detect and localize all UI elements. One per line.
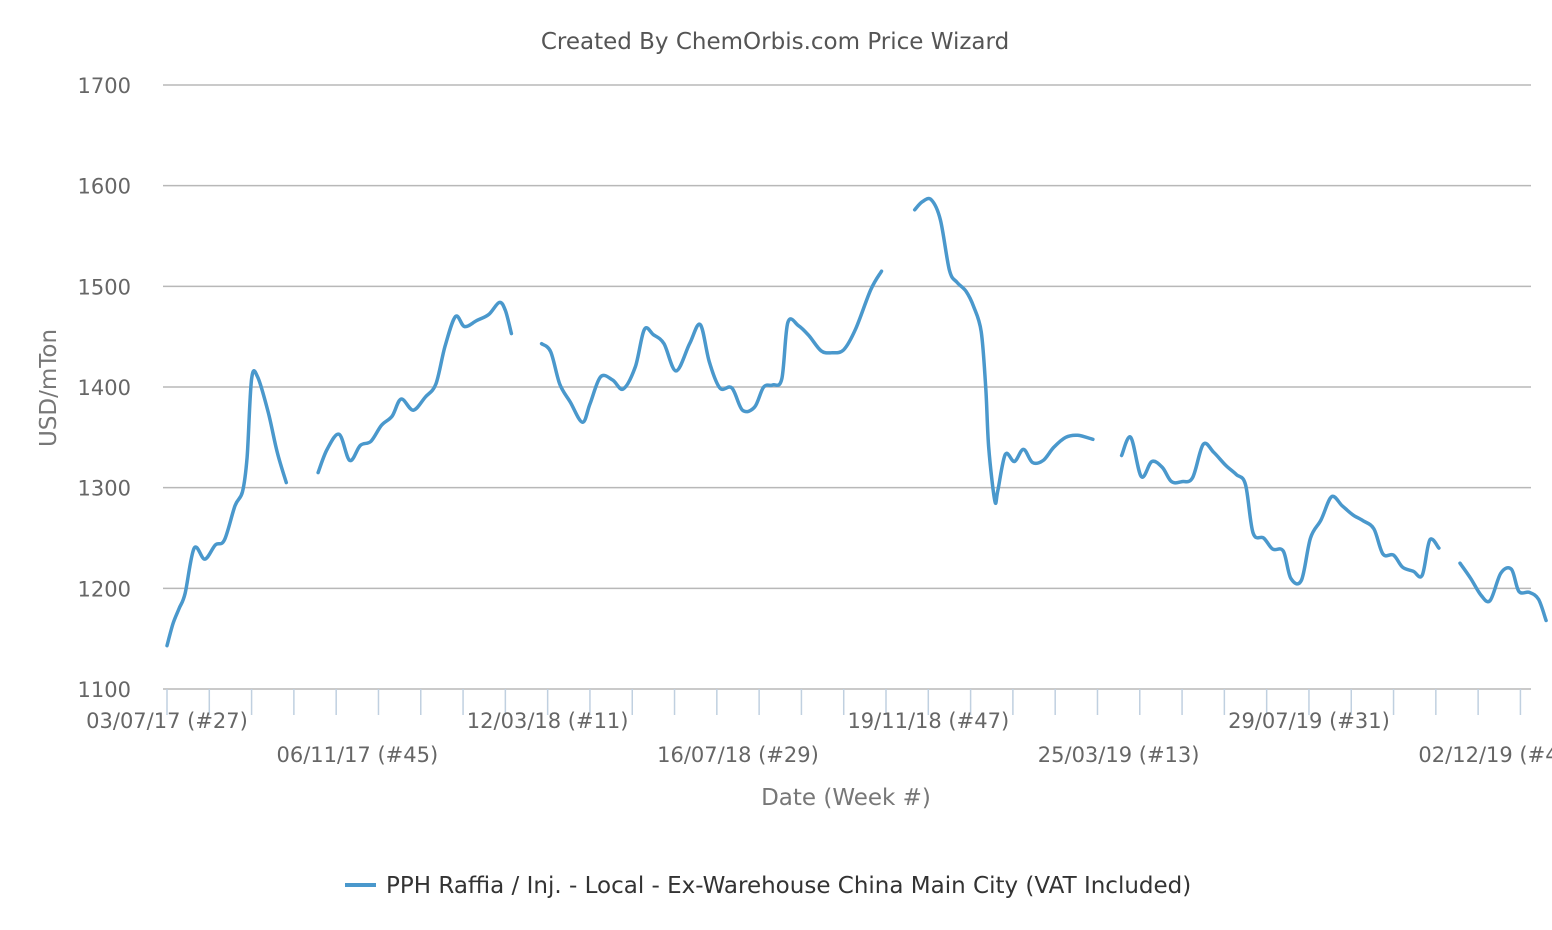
chart-title: Created By ChemOrbis.com Price Wizard: [541, 29, 1009, 55]
y-axis: 1100 1200 1300 1400 1500 1600 1700: [78, 74, 131, 702]
y-tick-label: 1300: [78, 477, 131, 501]
series-layer: [165, 196, 1548, 648]
x-tick-label: 29/07/19 (#31): [1228, 709, 1390, 733]
y-tick-label: 1400: [78, 376, 131, 400]
y-tick-label: 1600: [78, 175, 131, 199]
series-line-segment[interactable]: [316, 300, 514, 475]
series-line-segment[interactable]: [539, 269, 884, 424]
y-axis-title: USD/mTon: [36, 329, 62, 447]
y-tick-label: 1100: [78, 678, 131, 702]
x-tick-label: 12/03/18 (#11): [467, 709, 629, 733]
y-tick-label: 1700: [78, 74, 131, 98]
series-line-segment[interactable]: [1119, 435, 1441, 586]
legend[interactable]: PPH Raffia / Inj. - Local - Ex-Warehouse…: [345, 873, 1191, 899]
series-line-segment[interactable]: [912, 196, 1095, 506]
x-tick-label: 02/12/19 (#49): [1418, 743, 1552, 767]
series-line-segment[interactable]: [1458, 561, 1548, 623]
gridlines: [163, 84, 1531, 690]
x-axis: 03/07/17 (#27) 06/11/17 (#45) 12/03/18 (#1…: [86, 689, 1552, 767]
y-tick-label: 1200: [78, 577, 131, 601]
x-axis-title: Date (Week #): [761, 785, 931, 811]
x-tick-label: 06/11/17 (#45): [276, 743, 438, 767]
series-line-segment[interactable]: [165, 369, 289, 648]
x-tick-label: 03/07/17 (#27): [86, 709, 248, 733]
legend-series-label: PPH Raffia / Inj. - Local - Ex-Warehouse…: [386, 873, 1191, 899]
x-tick-label: 16/07/18 (#29): [657, 743, 819, 767]
x-tick-label: 19/11/18 (#47): [847, 709, 1009, 733]
y-tick-label: 1500: [78, 275, 131, 299]
x-tick-label: 25/03/19 (#13): [1038, 743, 1200, 767]
